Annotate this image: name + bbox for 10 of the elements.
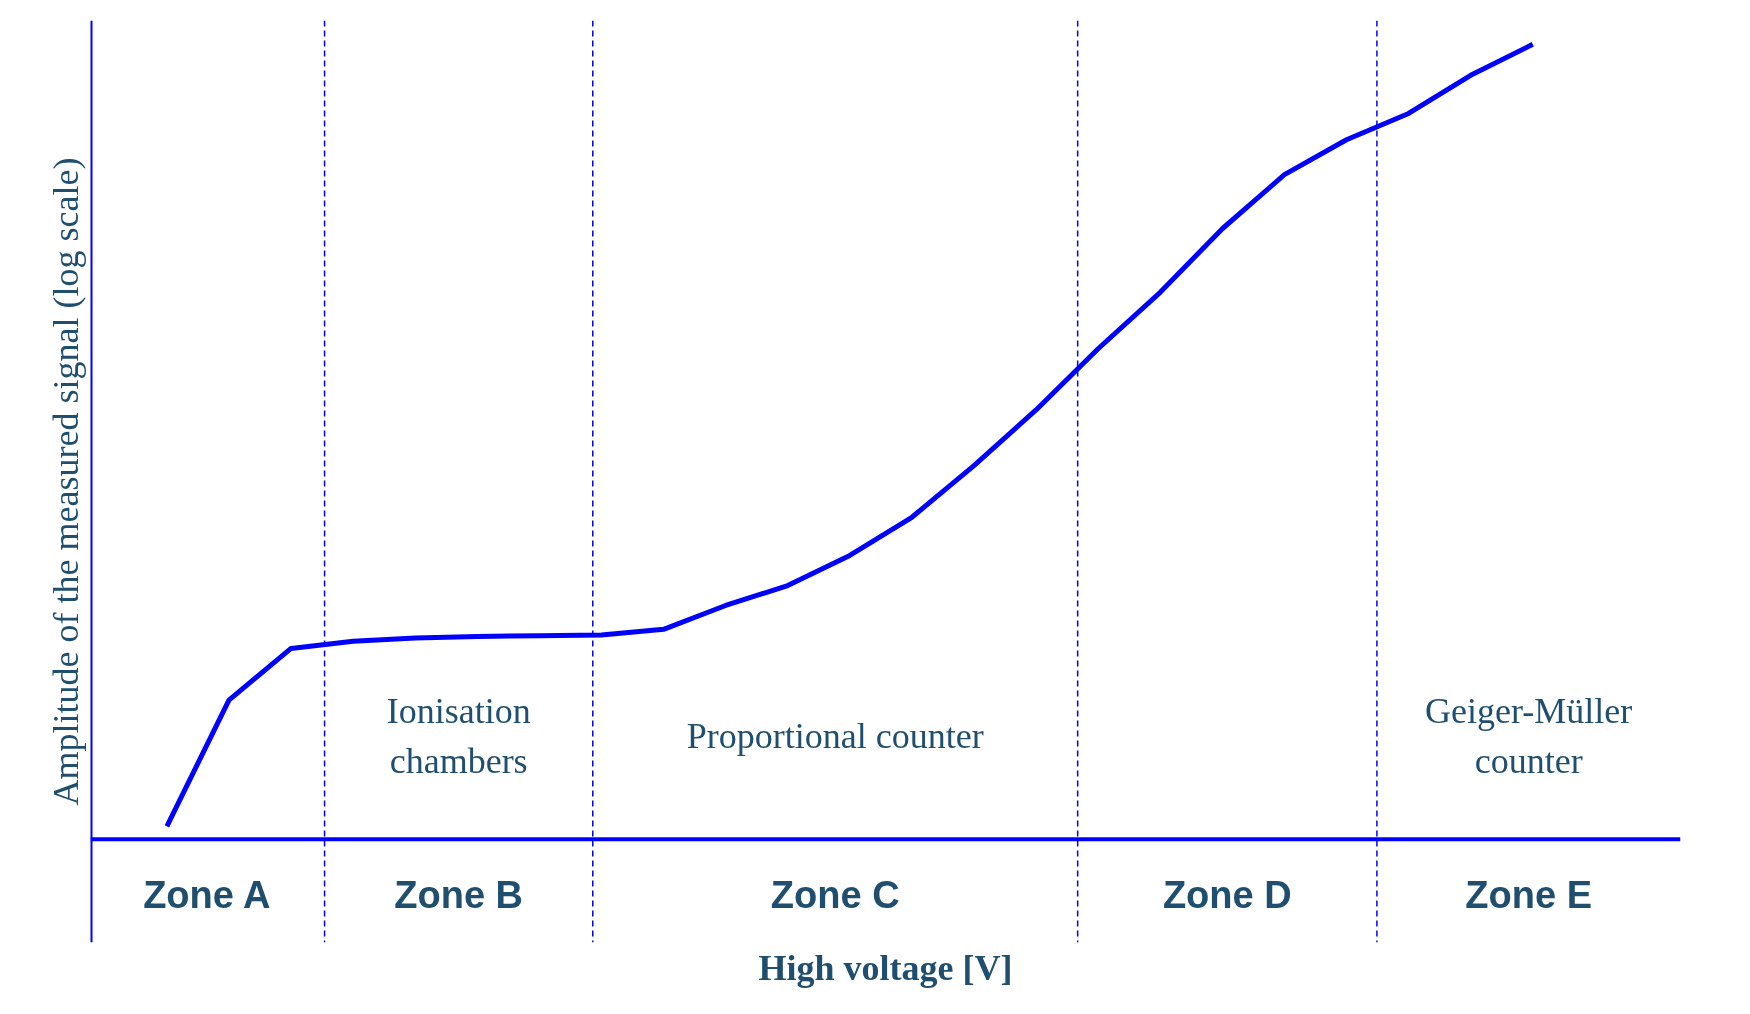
text: Zone E xyxy=(1465,873,1593,916)
text: Zone D xyxy=(1162,873,1292,916)
y-axis-title: Amplitude of the measured signal (log scale) xyxy=(45,157,86,806)
x-axis-title: High voltage [V] xyxy=(758,947,1013,988)
annotation: Ionisation chambers xyxy=(386,690,531,781)
text: Zone C xyxy=(770,873,900,916)
annotation: Geiger-Müller counter xyxy=(1425,690,1633,781)
annotation: Proportional counter xyxy=(686,715,984,756)
text: Zone B xyxy=(394,873,524,916)
text: Zone A xyxy=(143,873,271,916)
